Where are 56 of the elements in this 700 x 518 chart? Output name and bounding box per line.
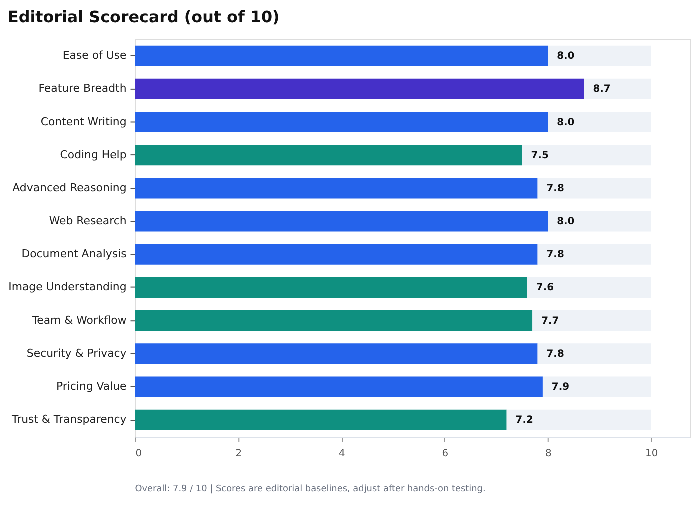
data-label: 7.8 <box>546 348 564 360</box>
bar <box>548 211 652 232</box>
x-tick-label: 8 <box>545 448 552 460</box>
bar <box>135 376 543 398</box>
bar <box>538 244 652 265</box>
y-tick-label: Ease of Use <box>62 49 128 62</box>
data-label: 7.8 <box>546 183 564 194</box>
y-tick-label: Advanced Reasoning <box>12 181 127 194</box>
y-tick-label: Document Analysis <box>22 248 128 261</box>
data-label: 7.7 <box>542 316 560 327</box>
x-tick-label: 2 <box>236 448 242 460</box>
bar <box>584 78 652 100</box>
bar <box>135 344 538 364</box>
bar <box>135 46 548 66</box>
bar <box>135 310 533 332</box>
bar <box>548 112 652 133</box>
y-tick-label: Feature Breadth <box>38 82 127 96</box>
bar <box>135 178 538 199</box>
y-tick-label: Image Understanding <box>8 280 127 294</box>
bar <box>532 310 652 332</box>
x-tick-label: 4 <box>339 448 346 460</box>
bar <box>135 145 522 166</box>
y-tick-label: Coding Help <box>60 148 127 162</box>
bar <box>542 376 652 398</box>
bar <box>538 344 652 364</box>
bar <box>538 178 652 199</box>
bar <box>506 410 652 430</box>
x-tick-label: 10 <box>646 448 658 460</box>
data-label: 7.2 <box>516 415 534 426</box>
y-tick-label: Web Research <box>49 214 127 228</box>
y-tick-label: Trust & Transparency <box>11 413 128 426</box>
bar <box>527 277 652 298</box>
data-label: 7.6 <box>536 282 554 294</box>
data-label: 8.0 <box>557 117 575 128</box>
data-label: 7.5 <box>531 150 549 162</box>
y-tick-label: Security & Privacy <box>26 346 128 360</box>
bar <box>548 46 652 66</box>
data-label: 7.9 <box>552 382 570 393</box>
chart-title: Editorial Scorecard (out of 10) <box>8 7 280 26</box>
text: Overall: 7.9 / 10 | Scores are editorial baselines, adjust after hands-on testing. <box>135 484 486 495</box>
bar <box>135 78 584 100</box>
y-tick-label: Content Writing <box>40 115 127 128</box>
bar <box>135 244 538 265</box>
data-label: 8.0 <box>557 51 575 62</box>
bar <box>522 145 652 166</box>
y-tick-label: Team & Workflow <box>31 314 127 327</box>
data-label: 8.0 <box>557 216 575 228</box>
bar <box>135 277 528 298</box>
bar <box>135 112 548 133</box>
x-tick-label: 0 <box>136 448 142 460</box>
bar <box>135 211 548 232</box>
y-tick-label: Pricing Value <box>56 380 128 393</box>
x-tick-label: 6 <box>442 448 449 460</box>
bar <box>135 410 507 430</box>
data-label: 7.8 <box>546 250 564 261</box>
data-label: 8.7 <box>593 84 611 96</box>
